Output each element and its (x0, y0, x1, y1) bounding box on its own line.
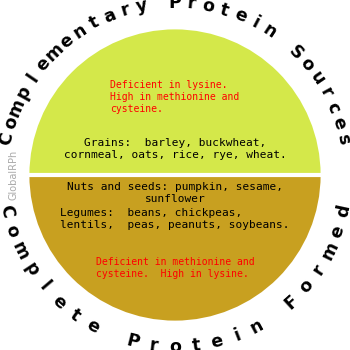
Text: t: t (87, 13, 103, 33)
Text: C: C (0, 131, 17, 147)
Text: t: t (191, 336, 202, 350)
Text: F: F (281, 291, 302, 313)
Text: p: p (20, 259, 42, 280)
Text: o: o (296, 54, 318, 75)
Text: s: s (334, 132, 350, 146)
Text: i: i (231, 326, 244, 345)
Text: m: m (317, 239, 342, 263)
Text: e: e (327, 223, 348, 240)
Text: Deficient in methionine and
cysteine.  High in lysine.: Deficient in methionine and cysteine. Hi… (96, 257, 254, 279)
Text: a: a (101, 5, 119, 26)
Text: e: e (56, 30, 77, 52)
Text: t: t (218, 0, 231, 20)
Text: m: m (8, 239, 33, 263)
Text: e: e (209, 332, 225, 350)
Text: n: n (247, 316, 267, 337)
Text: r: r (316, 84, 336, 100)
Text: o: o (2, 223, 23, 240)
Wedge shape (28, 28, 322, 175)
Text: e: e (329, 115, 350, 131)
Text: o: o (0, 115, 21, 131)
Text: l: l (35, 278, 52, 295)
Text: o: o (295, 276, 317, 297)
Text: m: m (5, 96, 28, 119)
Text: Deficient in lysine.
High in methionine and
cysteine.: Deficient in lysine. High in methionine … (110, 80, 240, 114)
Text: Nuts and seeds: pumpkin, sesame,
sunflower: Nuts and seeds: pumpkin, sesame, sunflow… (67, 182, 283, 204)
Text: i: i (248, 13, 262, 32)
Text: e: e (48, 291, 69, 313)
Text: GlobalRPh: GlobalRPh (8, 150, 18, 200)
Text: y: y (134, 0, 149, 16)
Text: e: e (231, 5, 249, 26)
Text: n: n (70, 20, 90, 42)
Text: o: o (169, 338, 181, 350)
Text: m: m (41, 40, 67, 65)
Text: p: p (13, 83, 35, 102)
Wedge shape (28, 175, 322, 322)
Text: o: o (201, 0, 216, 16)
Text: C: C (0, 203, 17, 219)
Text: P: P (169, 0, 181, 12)
Text: e: e (32, 54, 54, 75)
Text: e: e (84, 316, 103, 337)
Text: t: t (66, 306, 84, 325)
Text: u: u (306, 68, 328, 88)
Text: S: S (285, 42, 307, 63)
Text: n: n (260, 20, 280, 42)
Text: r: r (119, 0, 132, 20)
Text: r: r (148, 336, 159, 350)
Text: P: P (125, 332, 141, 350)
Text: Grains:  barley, buckwheat,
cornmeal, oats, rice, rye, wheat.: Grains: barley, buckwheat, cornmeal, oat… (64, 138, 286, 160)
Text: c: c (323, 99, 344, 116)
Text: d: d (333, 203, 350, 219)
Text: r: r (309, 261, 329, 278)
Text: l: l (23, 70, 42, 85)
Text: Legumes:  beans, chickpeas,
lentils,  peas, peanuts, soybeans.: Legumes: beans, chickpeas, lentils, peas… (60, 208, 290, 230)
Text: r: r (187, 0, 197, 13)
